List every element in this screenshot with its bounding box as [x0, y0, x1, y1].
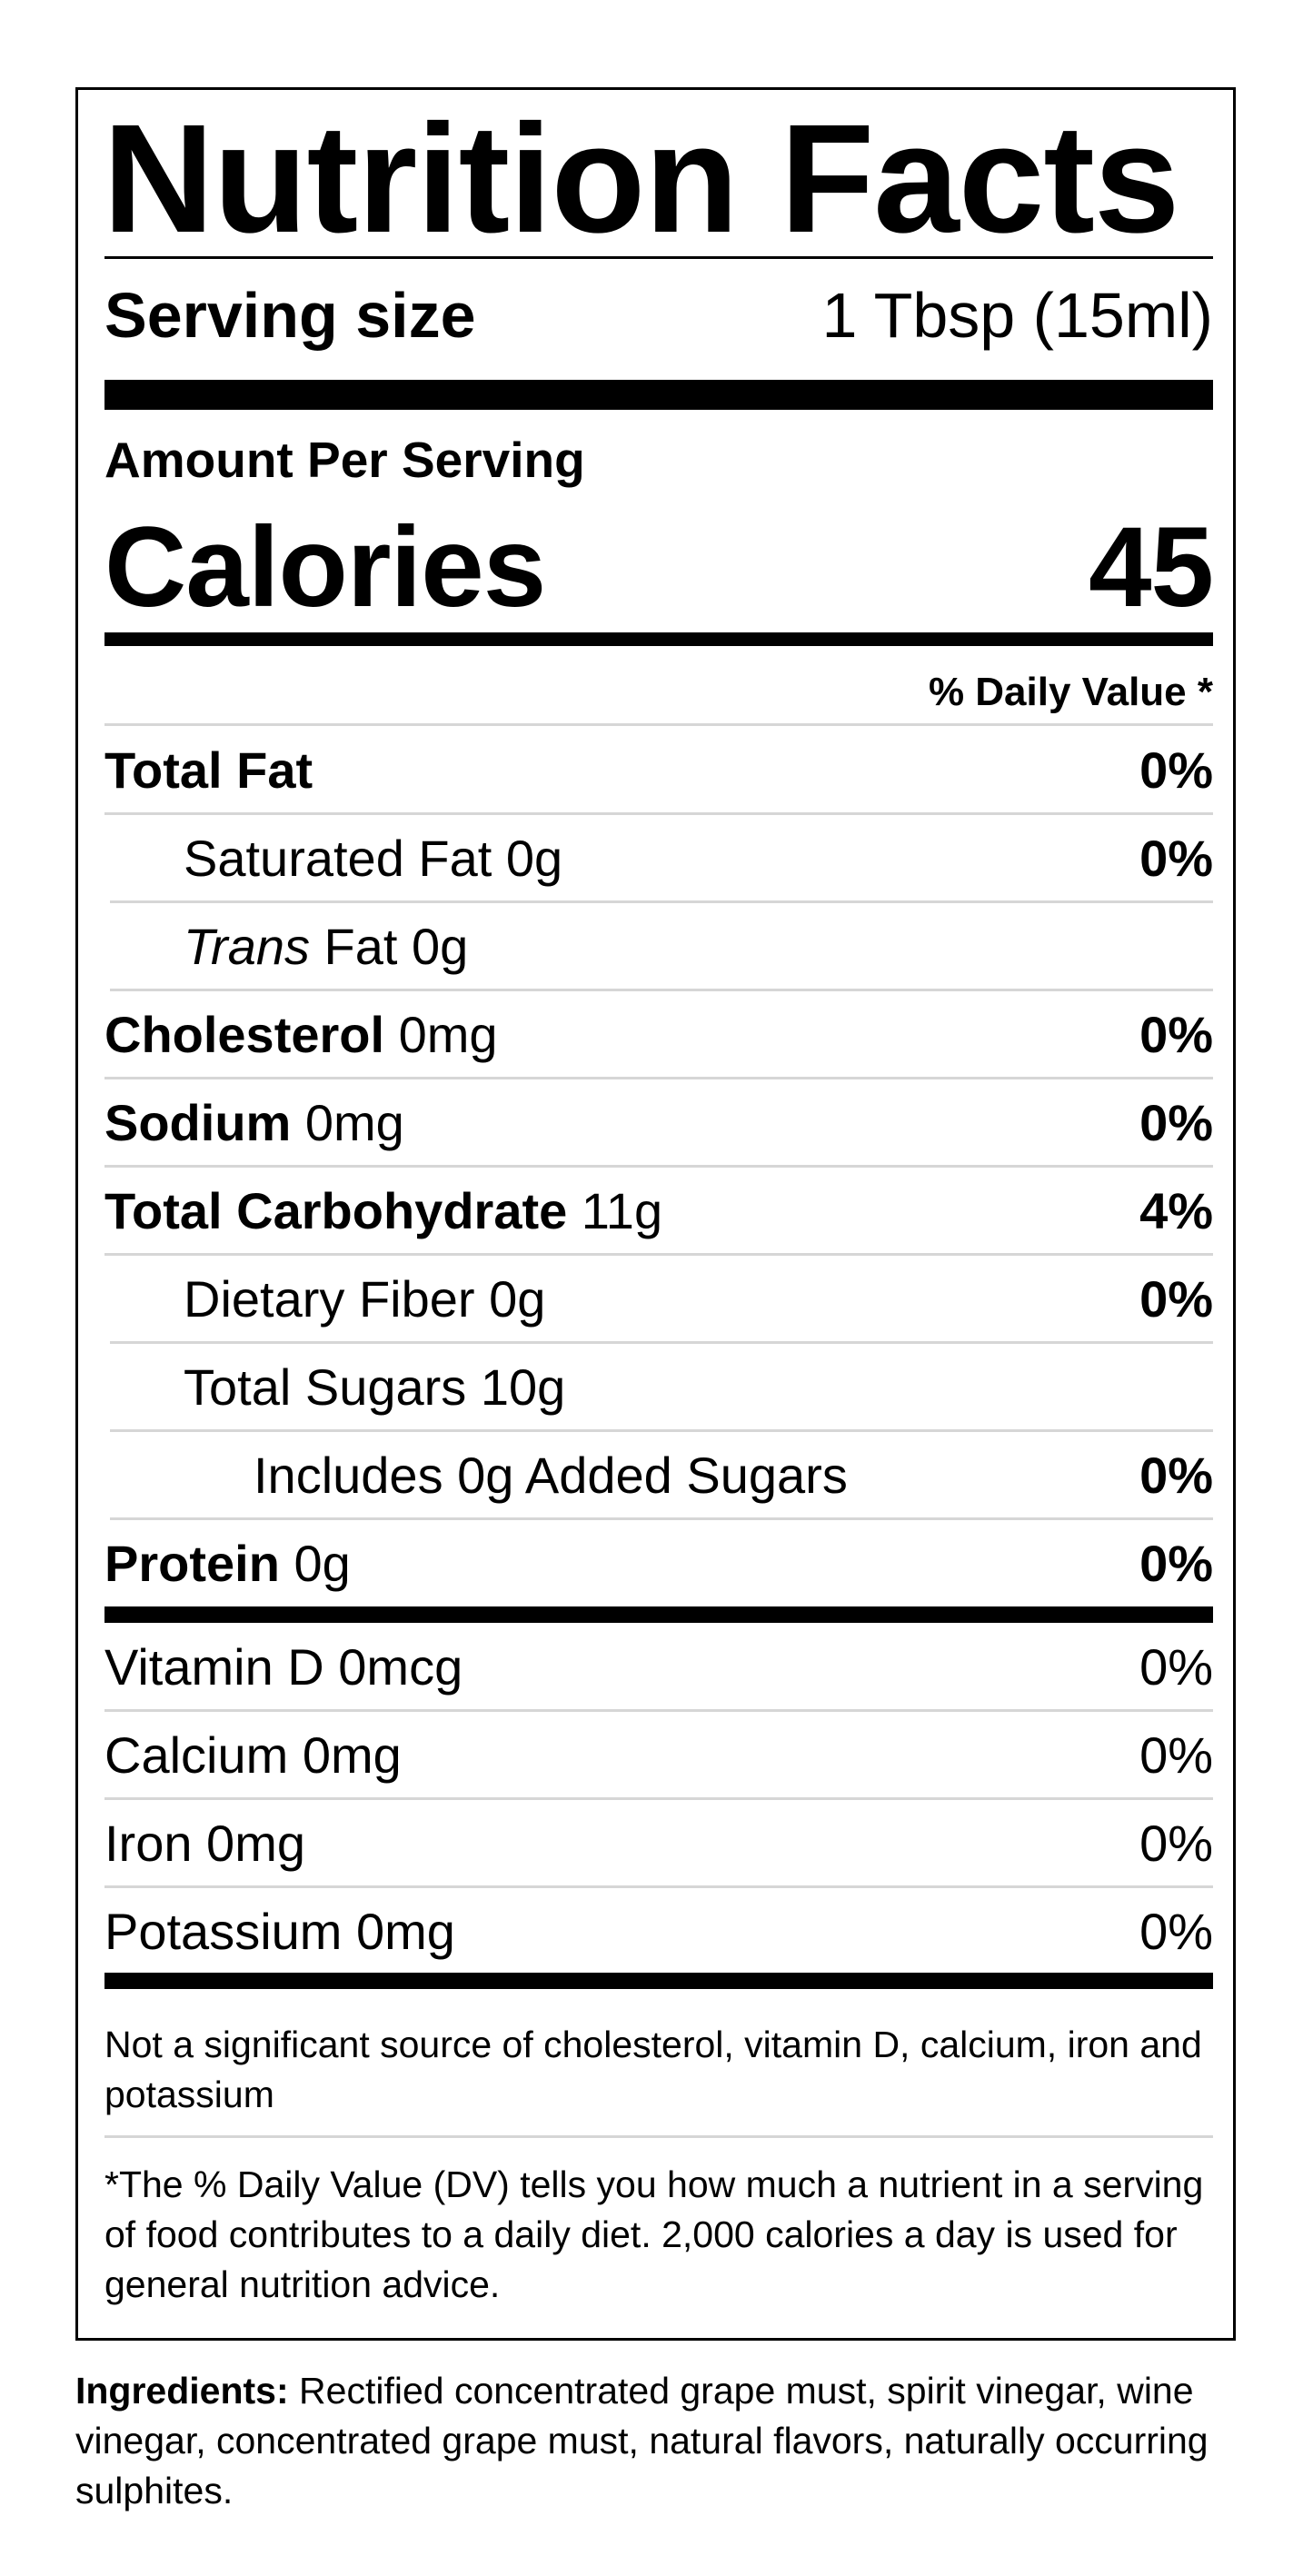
nutrient-row: Saturated Fat 0g 0%	[104, 814, 1213, 903]
panel-title: Nutrition Facts	[103, 93, 1179, 265]
vitamin-row: Vitamin D 0mcg 0%	[104, 1623, 1213, 1712]
nutrient-amount: 11g	[567, 1181, 663, 1239]
thick-divider	[104, 1973, 1213, 1989]
divider	[110, 1517, 1213, 1520]
divider	[104, 1252, 1213, 1256]
divider	[104, 1796, 1213, 1800]
nutrient-daily-value: 0%	[1139, 1005, 1213, 1063]
vitamin-label: Calcium 0mg	[104, 1726, 402, 1784]
divider	[110, 1428, 1213, 1432]
nutrient-name: Cholesterol 0mg	[104, 1009, 498, 1060]
divider	[104, 1885, 1213, 1888]
footnotes: Not a significant source of cholesterol,…	[104, 2020, 1213, 2310]
nutrient-label: Trans	[184, 917, 310, 975]
nutrient-label: Dietary Fiber 0g	[184, 1269, 546, 1328]
vitamin-daily-value: 0%	[1139, 1902, 1213, 1960]
serving-size-value: 1 Tbsp (15ml)	[821, 280, 1213, 351]
nutrient-daily-value: 0%	[1139, 1269, 1213, 1328]
ingredients: Ingredients: Rectified concentrated grap…	[75, 2366, 1248, 2516]
vitamin-row: Potassium 0mg 0%	[104, 1887, 1213, 1976]
nutrient-row: Total Fat 0%	[104, 726, 1213, 815]
nutrient-label: Total Carbohydrate	[104, 1181, 568, 1239]
calories-value: 45	[1088, 504, 1214, 631]
daily-value-header: % Daily Value *	[928, 670, 1213, 714]
divider	[104, 723, 1213, 726]
vitamin-daily-value: 0%	[1139, 1726, 1213, 1784]
divider	[110, 1340, 1213, 1344]
nutrient-label: Includes 0g Added Sugars	[254, 1446, 848, 1504]
nutrient-row: Includes 0g Added Sugars 0%	[104, 1431, 1213, 1520]
nutrient-label: Protein	[104, 1534, 280, 1592]
thick-divider	[104, 380, 1213, 410]
nutrient-amount: 0mg	[291, 1093, 404, 1151]
divider	[104, 1164, 1213, 1168]
nutrient-row: Protein 0g 0%	[104, 1519, 1213, 1608]
nutrient-daily-value: 0%	[1139, 829, 1213, 887]
nutrient-row: Trans Fat 0g	[104, 902, 1213, 991]
nutrient-amount: 0mg	[384, 1005, 498, 1063]
nutrient-daily-value: 0%	[1139, 741, 1213, 799]
ingredients-label: Ingredients:	[75, 2370, 289, 2412]
vitamin-daily-value: 0%	[1139, 1637, 1213, 1696]
calories-label: Calories	[104, 504, 546, 631]
nutrient-row: Total Sugars 10g	[104, 1343, 1213, 1432]
vitamin-label: Potassium 0mg	[104, 1902, 455, 1960]
serving-size-label: Serving size	[104, 280, 476, 351]
nutrient-amount: 0g	[279, 1534, 351, 1592]
vitamin-daily-value: 0%	[1139, 1814, 1213, 1872]
nutrition-facts-panel: Nutrition Facts Serving size 1 Tbsp (15m…	[75, 87, 1236, 2341]
nutrient-label: Total Sugars 10g	[184, 1358, 566, 1416]
nutrient-row: Total Carbohydrate 11g 4%	[104, 1167, 1213, 1256]
vitamin-label: Vitamin D 0mcg	[104, 1637, 463, 1696]
nutrient-label: Total Fat	[104, 741, 313, 799]
nutrient-daily-value: 0%	[1139, 1093, 1213, 1151]
nutrient-amount: Fat 0g	[310, 917, 469, 975]
vitamin-row: Iron 0mg 0%	[104, 1799, 1213, 1888]
divider	[104, 2135, 1213, 2138]
nutrient-row: Cholesterol 0mg 0%	[104, 990, 1213, 1079]
divider	[104, 1076, 1213, 1079]
nutrient-name: Total Sugars 10g	[104, 1361, 565, 1413]
nutrient-label: Sodium	[104, 1093, 292, 1151]
nutrient-label: Cholesterol	[104, 1005, 385, 1063]
serving-size: Serving size 1 Tbsp (15ml)	[104, 283, 1213, 347]
nutrient-daily-value: 4%	[1139, 1181, 1213, 1239]
nutrient-daily-value: 0%	[1139, 1446, 1213, 1504]
nutrient-name: Saturated Fat 0g	[104, 829, 563, 887]
nutrient-name: Protein 0g	[104, 1534, 351, 1592]
nutrient-name: Includes 0g Added Sugars	[104, 1446, 848, 1504]
ingredients-text: Rectified concentrated grape must, spiri…	[75, 2370, 1209, 2511]
nutrient-name: Total Carbohydrate 11g	[104, 1185, 662, 1237]
vitamin-label: Iron 0mg	[104, 1814, 305, 1872]
nutrient-name: Sodium 0mg	[104, 1097, 404, 1149]
divider	[104, 256, 1213, 259]
amount-per-serving: Amount Per Serving	[104, 432, 585, 488]
divider	[104, 1708, 1213, 1712]
nutrient-label: Saturated Fat 0g	[184, 829, 563, 887]
nutrient-name: Total Fat	[104, 744, 313, 796]
vitamin-row: Calcium 0mg 0%	[104, 1711, 1213, 1800]
medium-divider	[104, 632, 1213, 646]
nutrient-row: Sodium 0mg 0%	[104, 1079, 1213, 1168]
nutrient-daily-value: 0%	[1139, 1534, 1213, 1592]
thick-divider	[104, 1606, 1213, 1623]
divider	[110, 900, 1213, 903]
nutrient-name: Dietary Fiber 0g	[104, 1273, 545, 1325]
nutrient-row: Dietary Fiber 0g 0%	[104, 1255, 1213, 1344]
divider	[110, 988, 1213, 991]
nutrient-name: Trans Fat 0g	[104, 917, 469, 975]
calories-row: Calories 45	[104, 504, 1214, 631]
divider	[104, 811, 1213, 815]
footnote-daily-value: *The % Daily Value (DV) tells you how mu…	[104, 2163, 1204, 2305]
footnote-not-significant: Not a significant source of cholesterol,…	[104, 2024, 1202, 2115]
